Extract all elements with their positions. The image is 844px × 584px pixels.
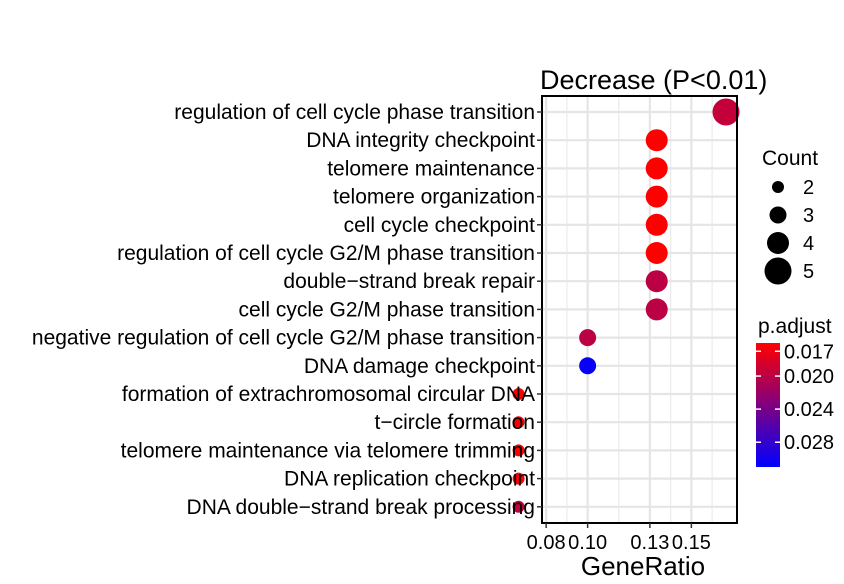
data-point <box>512 388 525 400</box>
y-tick-label: negative regulation of cell cycle G2/M p… <box>32 327 535 350</box>
size-legend-label: 2 <box>803 177 814 199</box>
data-point <box>645 213 668 236</box>
data-point <box>645 157 668 180</box>
y-tick-label: regulation of cell cycle G2/M phase tran… <box>117 242 535 265</box>
data-point <box>512 500 525 513</box>
y-tick-label: DNA replication checkpoint <box>284 468 535 491</box>
data-point <box>645 129 668 152</box>
y-tick-label: DNA double−strand break processing <box>187 496 535 519</box>
size-legend-title: Count <box>762 147 818 170</box>
x-tick-label: 0.15 <box>672 532 711 554</box>
y-tick-label: DNA damage checkpoint <box>304 355 535 378</box>
x-tick-label: 0.08 <box>527 532 566 554</box>
data-point <box>512 416 525 429</box>
y-tick-label: cell cycle G2/M phase transition <box>239 298 535 321</box>
color-legend-title: p.adjust <box>758 315 832 338</box>
data-point <box>645 298 668 321</box>
color-legend-label: 0.020 <box>784 366 834 388</box>
y-tick-label: telomere organization <box>333 186 535 209</box>
y-tick-label: t−circle formation <box>375 411 535 434</box>
data-point <box>579 357 597 375</box>
plot-points <box>512 98 740 513</box>
y-tick-label: formation of extrachromosomal circular D… <box>122 383 535 406</box>
size-legend-key <box>772 181 784 193</box>
data-point <box>645 185 668 208</box>
data-point <box>645 270 668 293</box>
color-legend-label: 0.028 <box>784 432 834 454</box>
x-axis: 0.08 0.10 0.13 0.15 <box>527 523 711 554</box>
data-point <box>645 242 668 264</box>
data-point <box>579 329 597 347</box>
color-legend-bar <box>756 343 780 467</box>
y-tick-label: cell cycle checkpoint <box>344 214 536 237</box>
color-legend-label: 0.024 <box>784 399 834 421</box>
size-legend-label: 3 <box>803 205 814 227</box>
size-legend-label: 5 <box>803 261 814 283</box>
data-point <box>512 472 525 485</box>
chart-title: Decrease (P<0.01) <box>540 65 767 95</box>
size-legend: Count 2 3 4 5 <box>762 147 818 285</box>
size-legend-key <box>764 257 792 285</box>
y-tick-label: telomere maintenance via telomere trimmi… <box>121 439 535 462</box>
data-point <box>512 444 525 457</box>
y-axis: regulation of cell cycle phase transitio… <box>32 101 542 519</box>
data-point <box>712 98 740 126</box>
y-tick-label: DNA integrity checkpoint <box>306 129 535 152</box>
x-tick-label: 0.13 <box>630 532 669 554</box>
color-legend-label: 0.017 <box>784 341 834 363</box>
size-legend-label: 4 <box>803 233 814 255</box>
plot-grid <box>542 96 737 523</box>
color-legend: p.adjust 0.017 0.020 0.024 0.028 <box>756 315 834 467</box>
size-legend-key <box>769 206 787 224</box>
size-legend-key <box>767 232 789 254</box>
y-tick-label: regulation of cell cycle phase transitio… <box>174 101 535 124</box>
x-axis-label: GeneRatio <box>581 551 705 581</box>
y-tick-label: telomere maintenance <box>327 157 535 180</box>
y-tick-label: double−strand break repair <box>283 270 535 293</box>
x-tick-label: 0.10 <box>568 532 607 554</box>
